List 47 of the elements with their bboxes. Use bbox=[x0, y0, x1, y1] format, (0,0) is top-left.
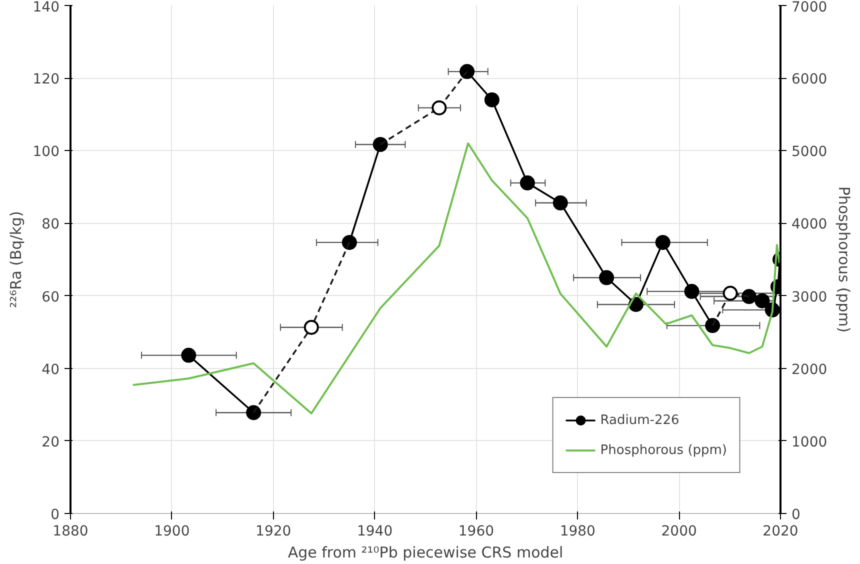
y-tick-label: 140 bbox=[32, 0, 60, 16]
point bbox=[552, 195, 568, 210]
x-tick-label: 1940 bbox=[356, 524, 393, 540]
y2-tick-label: 7000 bbox=[792, 0, 828, 16]
y2-tick-label: 2000 bbox=[792, 362, 828, 378]
x-tick-label: 1880 bbox=[52, 524, 88, 540]
point bbox=[742, 289, 757, 304]
x-tick-label: 2000 bbox=[661, 524, 697, 540]
y-axis-title: ²²⁶Ra (Bq/kg) bbox=[6, 211, 25, 308]
point bbox=[722, 286, 738, 301]
y2-tick-label: 5000 bbox=[792, 144, 828, 160]
y2-tick-label: 1000 bbox=[792, 434, 828, 450]
y-tick-label: 60 bbox=[42, 289, 60, 306]
x-tick-label: 1900 bbox=[154, 524, 190, 540]
point bbox=[342, 234, 357, 250]
y-tick-label: 40 bbox=[42, 362, 60, 378]
y-tick-label: 80 bbox=[42, 216, 60, 233]
point bbox=[460, 64, 475, 80]
y2-axis-title: Phosphorous (ppm) bbox=[835, 186, 854, 333]
point bbox=[432, 100, 447, 116]
y-tick-label: 20 bbox=[42, 434, 60, 450]
x-tick-label: 1920 bbox=[256, 524, 292, 540]
y2-tick-label: 0 bbox=[792, 507, 800, 523]
point bbox=[372, 136, 388, 152]
x-tick-label: 1960 bbox=[458, 524, 494, 540]
point bbox=[304, 320, 319, 335]
point bbox=[705, 318, 720, 334]
point bbox=[754, 293, 770, 308]
y-tick-label: 120 bbox=[32, 72, 60, 88]
point bbox=[684, 284, 700, 299]
point bbox=[599, 270, 614, 286]
x-tick-label: 1980 bbox=[560, 524, 596, 540]
y-tick-label: 0 bbox=[50, 507, 60, 523]
y2-tick-label: 6000 bbox=[792, 72, 828, 88]
x-tick-label: 2020 bbox=[762, 524, 798, 540]
x-axis-title: Age from ²¹⁰Pb piecewise CRS model bbox=[288, 544, 564, 562]
point bbox=[246, 405, 262, 420]
legend-label: Phosphorous (ppm) bbox=[600, 442, 727, 458]
legend-label: Radium-226 bbox=[600, 412, 680, 428]
line-series bbox=[132, 142, 780, 414]
point bbox=[520, 175, 535, 190]
y2-tick-label: 4000 bbox=[792, 216, 828, 233]
y2-tick-label: 3000 bbox=[792, 289, 828, 306]
point bbox=[181, 348, 196, 363]
y-tick-label: 100 bbox=[32, 144, 60, 160]
point bbox=[484, 92, 500, 108]
point bbox=[655, 234, 670, 250]
